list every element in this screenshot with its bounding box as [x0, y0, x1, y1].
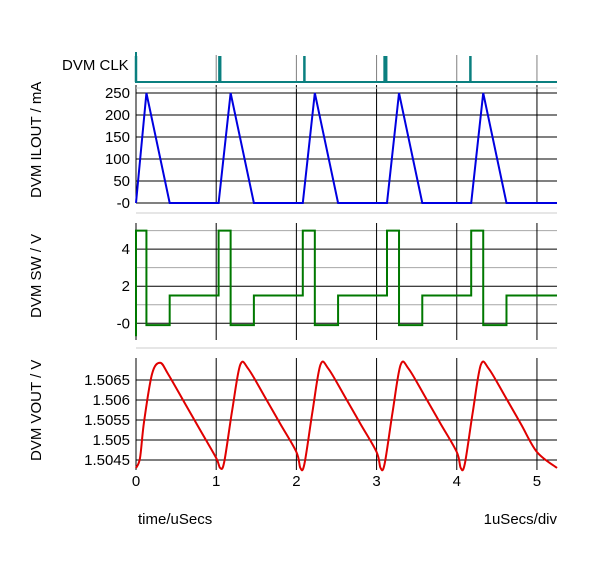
ilout-tick-label: 250 — [105, 85, 130, 102]
ilout-ylabel: DVM ILOUT / mA — [28, 82, 45, 198]
sw-tick-label: 4 — [122, 241, 130, 258]
x-axis-label: time/uSecs — [138, 511, 212, 528]
vout-tick-label: 1.5065 — [84, 372, 130, 389]
x-tick-label: 3 — [372, 473, 380, 490]
vout-tick-label: 1.505 — [92, 432, 130, 449]
sw-ylabel: DVM SW / V — [28, 234, 45, 318]
ilout-tick-label: 100 — [105, 151, 130, 168]
clk-label: DVM CLK — [62, 57, 129, 74]
vout-tick-label: 1.5055 — [84, 412, 130, 429]
vout-tick-label: 1.5045 — [84, 452, 130, 469]
ilout-tick-label: 150 — [105, 129, 130, 146]
ilout-tick-label: -0 — [117, 195, 130, 212]
grid — [135, 55, 557, 470]
vout-tick-label: 1.506 — [92, 392, 130, 409]
vout-ylabel: DVM VOUT / V — [28, 360, 45, 461]
clk-trace — [135, 52, 557, 83]
x-tick-label: 4 — [453, 473, 461, 490]
x-scale-label: 1uSecs/div — [484, 511, 558, 528]
tick-labels: 25020015010050-042-01.50651.5061.50551.5… — [84, 85, 541, 490]
sw-tick-label: -0 — [117, 315, 130, 332]
ilout-trace — [135, 92, 557, 204]
sw-trace — [135, 229, 557, 337]
traces — [134, 52, 558, 472]
ilout-tick-label: 50 — [113, 173, 130, 190]
x-tick-label: 2 — [292, 473, 300, 490]
sw-tick-label: 2 — [122, 278, 130, 295]
panel-separators — [136, 87, 557, 349]
x-tick-label: 0 — [132, 473, 140, 490]
ilout-tick-label: 200 — [105, 107, 130, 124]
x-tick-label: 1 — [212, 473, 220, 490]
x-tick-label: 5 — [533, 473, 541, 490]
vout-trace — [135, 360, 558, 472]
